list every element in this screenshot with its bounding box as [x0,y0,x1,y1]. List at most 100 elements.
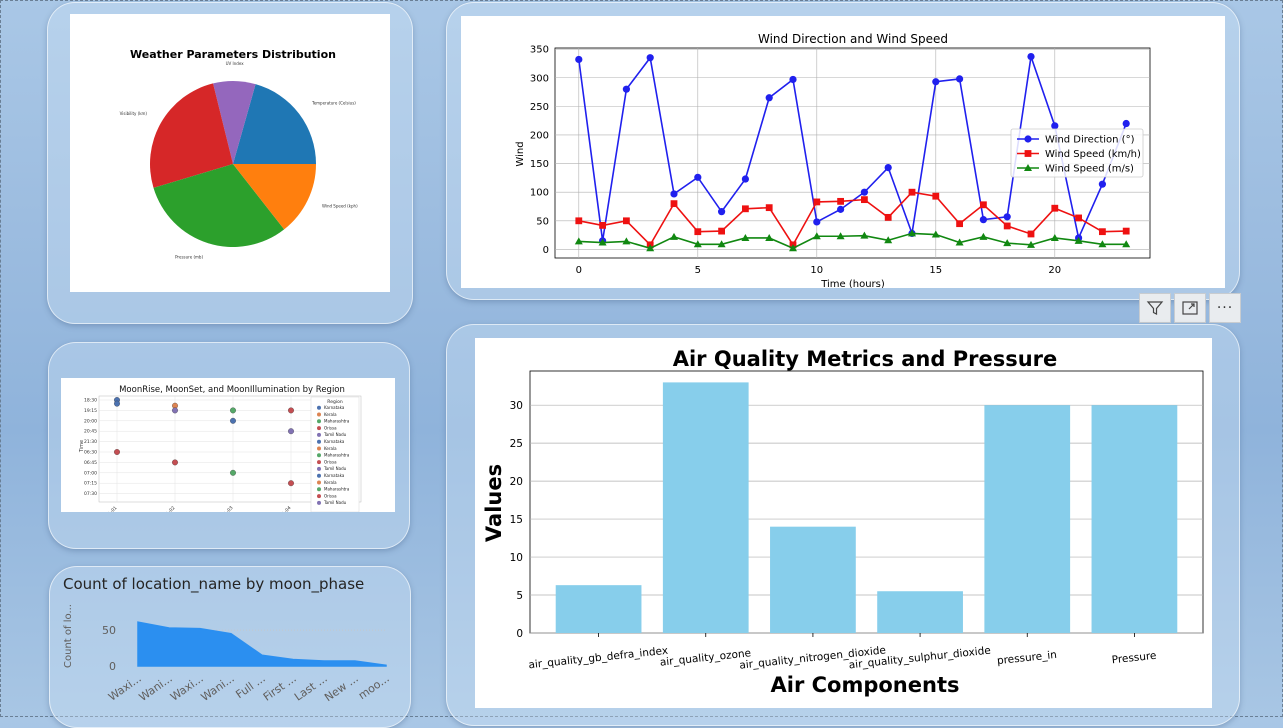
wind-data-point [861,196,868,204]
moon-point [172,459,178,466]
moon-phase-area-chart: Count of lo... 050 Waxi...Wani...Waxi...… [63,604,392,704]
wind-legend-marker [1024,164,1032,171]
wind-data-point [931,230,940,238]
moon-y-tick: 20:45 [84,429,97,435]
wind-data-point [979,216,988,224]
wind-y-tick: 100 [530,188,549,199]
moon-point [114,449,120,455]
moon-point [230,469,236,476]
more-options-icon: ··· [1216,300,1234,316]
moon-y-tick: 07:30 [84,491,97,497]
wind-data-point [598,238,607,246]
pie-slice [233,84,316,164]
wind-data-point [694,228,702,236]
moon-x-tick: 01-04 [279,505,293,512]
wind-data-point [1051,122,1059,130]
wind-data-point [812,232,821,240]
area-y-tick: 50 [102,624,116,637]
wind-data-point [575,55,583,64]
wind-data-point [765,94,773,102]
moon-legend-label: Tamil Nadu [323,500,347,505]
air-bar-chart: Air Quality Metrics and Pressure 0 5 10 15 2… [482,347,1204,697]
area-ylabel: Count of lo... [63,604,74,668]
moon-legend-marker [317,466,321,471]
moon-legend-label: Tamil Nadu [323,466,347,471]
wind-legend-marker [1024,135,1032,143]
moon-legend-marker [317,480,321,485]
wind-data-point [837,197,844,205]
wind-data-point [908,229,916,237]
moon-legend-marker [317,419,321,424]
wind-y-tick: 350 [530,45,549,56]
moon-x-tick: 01-03 [221,505,235,512]
wind-y-tick: 0 [543,245,549,256]
wind-title: Wind Direction and Wind Speed [758,32,948,46]
moon-ylabel: Time [79,440,85,453]
focus-mode-button[interactable] [1174,293,1206,323]
pie-slice [153,164,285,248]
pie-slice [149,83,233,188]
wind-data-point [765,204,773,212]
moon-point [288,407,294,414]
moon-y-tick: 06:45 [84,460,97,466]
wind-data-point [932,192,940,200]
air-title: Air Quality Metrics and Pressure [673,347,1058,371]
air-bar [555,585,642,633]
wind-data-point [1003,213,1011,221]
wind-y-tick: 250 [530,102,549,113]
moon-point [288,428,294,435]
pie-slice-label: Visibility (km) [120,111,148,116]
area-x-tick: First ... [261,672,299,704]
air-bar [877,591,963,633]
wind-data-point [1099,228,1106,236]
moon-legend-marker [317,405,321,410]
moon-legend-marker [317,446,321,451]
more-options-button[interactable]: ··· [1209,293,1241,323]
filter-icon [1146,301,1164,315]
moon-y-tick: 20:00 [84,418,97,424]
air-x-tick: pressure_in [996,649,1057,667]
wind-data-point [980,201,987,209]
focus-mode-icon [1182,301,1198,315]
wind-data-point [836,232,845,240]
wind-y-tick: 50 [536,216,549,227]
wind-data-point [765,233,774,241]
pie-chart-panel: Weather Parameters Distribution Temperat… [70,14,390,292]
moon-y-tick: 07:15 [84,481,97,487]
area-y-tick: 0 [109,660,116,673]
wind-line-chart: Wind Direction and Wind Speed 0501001502… [515,32,1151,290]
wind-data-point [717,240,726,248]
wind-data-point [623,217,630,225]
wind-data-point [860,231,869,239]
wind-y-tick: 200 [530,130,549,141]
air-y-tick: 15 [510,514,523,526]
pie-slice [233,164,316,230]
wind-ylabel: Wind [515,141,526,166]
wind-data-point [622,85,630,93]
wind-data-point [670,232,678,240]
area-x-tick: Wani... [137,672,175,704]
moon-legend-marker [317,432,321,437]
wind-x-tick: 0 [576,265,582,276]
wind-data-point [884,213,892,221]
wind-data-point [1074,236,1083,244]
filter-button[interactable] [1139,293,1171,323]
wind-data-point [884,163,892,172]
air-x-tick: air_quality_ozone [659,647,751,669]
moon-legend-label: Orissa [324,459,337,464]
moon-point [230,417,236,424]
wind-data-point [670,200,678,208]
air-y-tick: 10 [510,552,523,564]
wind-data-point [622,237,631,245]
pie-slice-label: Wind Speed (kph) [322,203,358,208]
air-x-tick: air_quality_gb_defra_index [528,645,669,672]
pie-slice [213,81,256,164]
wind-series-line [578,232,1127,250]
moon-legend-label: Orissa [324,493,337,498]
moon-phase-title: Count of location_name by moon_phase [63,575,365,593]
wind-data-point [1098,180,1106,188]
moon-y-tick: 06:30 [84,450,97,456]
wind-data-point [1003,239,1012,247]
moon-x-tick: 01-02 [163,505,177,512]
wind-x-tick: 20 [1048,265,1061,276]
